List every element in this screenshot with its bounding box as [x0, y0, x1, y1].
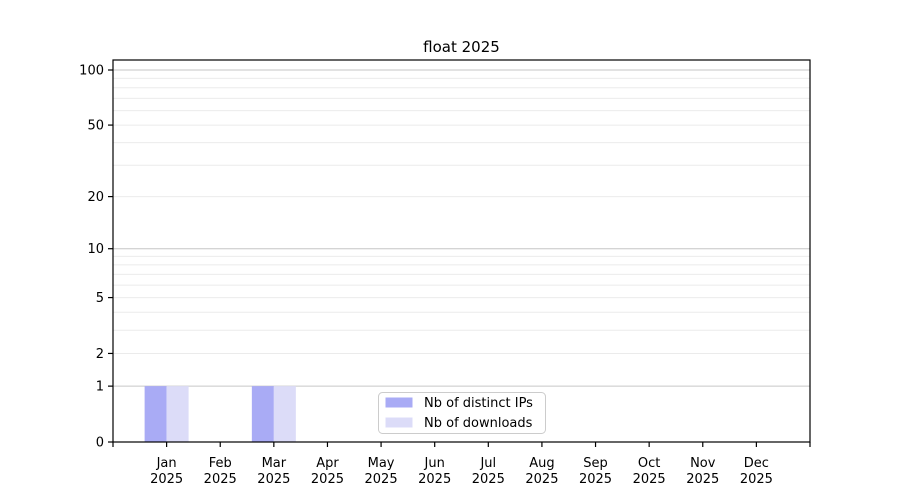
- bar-mar-nb-of-distinct-ips: [251, 386, 274, 442]
- y-tick-label-0: 0: [96, 436, 104, 451]
- x-tick-month-oct: Oct: [638, 456, 660, 471]
- x-tick-year-dec: 2025: [740, 472, 773, 487]
- y-tick-label-2: 2: [96, 347, 104, 362]
- x-tick-month-nov: Nov: [690, 456, 716, 471]
- x-tick-month-mar: Mar: [262, 456, 287, 471]
- y-tick-label-10: 10: [87, 242, 104, 257]
- y-tick-label-20: 20: [87, 190, 104, 205]
- bars: [144, 386, 296, 442]
- legend-box: [378, 392, 546, 434]
- x-tick-year-jun: 2025: [418, 472, 451, 487]
- chart-title: float 2025: [423, 38, 500, 56]
- legend-label-nb-of-downloads: Nb of downloads: [424, 416, 533, 431]
- x-tick-year-aug: 2025: [525, 472, 558, 487]
- x-tick-year-sep: 2025: [579, 472, 612, 487]
- x-tick-month-jan: Jan: [156, 456, 177, 471]
- legend: Nb of distinct IPs Nb of downloads: [378, 392, 546, 434]
- x-tick-year-feb: 2025: [204, 472, 237, 487]
- x-tick-month-aug: Aug: [529, 456, 554, 471]
- legend-swatch-nb-of-downloads: [385, 417, 413, 428]
- x-axis: Jan2025Feb2025Mar2025Apr2025May2025Jun20…: [112, 442, 811, 487]
- y-tick-label-5: 5: [96, 291, 104, 306]
- x-tick-month-may: May: [368, 456, 395, 471]
- x-tick-month-jul: Jul: [479, 456, 496, 471]
- legend-label-nb-of-distinct-ips: Nb of distinct IPs: [424, 396, 533, 411]
- y-tick-label-50: 50: [87, 119, 104, 134]
- x-tick-month-dec: Dec: [744, 456, 769, 471]
- x-tick-month-feb: Feb: [209, 456, 232, 471]
- x-tick-year-nov: 2025: [686, 472, 719, 487]
- legend-swatch-nb-of-distinct-ips: [385, 397, 413, 408]
- bar-jan-nb-of-downloads: [166, 386, 189, 442]
- bar-jan-nb-of-distinct-ips: [144, 386, 167, 442]
- x-tick-year-jan: 2025: [150, 472, 183, 487]
- y-tick-label-100: 100: [79, 64, 104, 79]
- x-tick-month-apr: Apr: [316, 456, 339, 471]
- x-tick-year-mar: 2025: [257, 472, 290, 487]
- x-tick-month-sep: Sep: [583, 456, 608, 471]
- x-tick-year-apr: 2025: [311, 472, 344, 487]
- plot-border: [112, 59, 811, 443]
- gridlines: [113, 69, 810, 387]
- y-tick-label-1: 1: [96, 380, 104, 395]
- bar-mar-nb-of-downloads: [273, 386, 296, 442]
- x-tick-year-jul: 2025: [472, 472, 505, 487]
- x-tick-year-oct: 2025: [633, 472, 666, 487]
- x-tick-year-may: 2025: [365, 472, 398, 487]
- x-tick-month-jun: Jun: [424, 456, 445, 471]
